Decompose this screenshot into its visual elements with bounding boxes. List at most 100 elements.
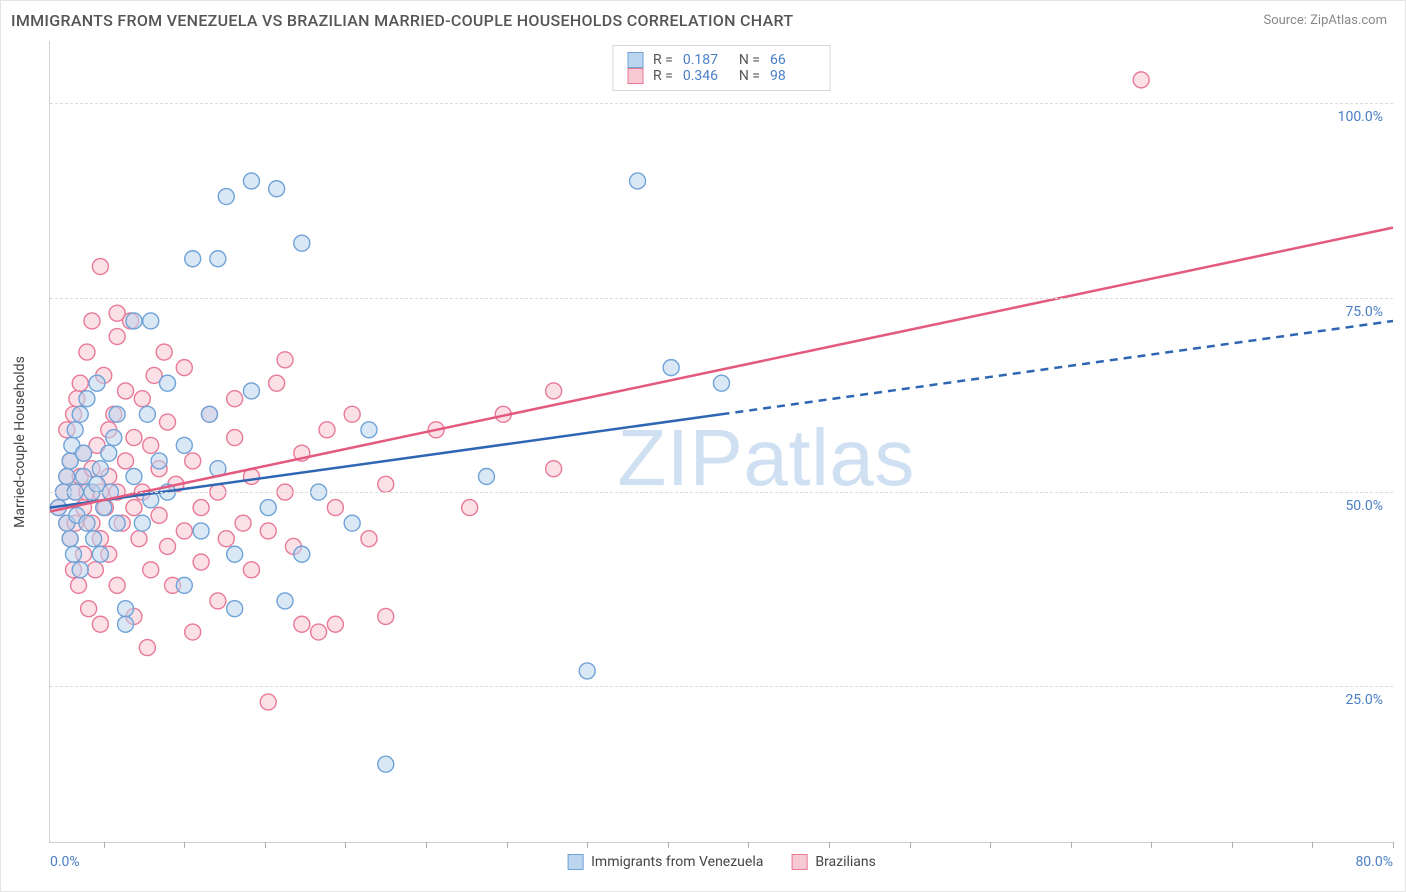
legend-item-label: Immigrants from Venezuela xyxy=(591,854,763,870)
scatter-point xyxy=(176,577,192,593)
scatter-point xyxy=(101,445,117,461)
scatter-point xyxy=(118,383,134,399)
scatter-point xyxy=(126,313,142,329)
legend-swatch-icon xyxy=(627,52,643,68)
chart-source: Source: ZipAtlas.com xyxy=(1263,13,1387,28)
scatter-point xyxy=(92,461,108,477)
y-tick-label: 75.0% xyxy=(1345,304,1383,320)
x-tick xyxy=(184,842,185,848)
scatter-point xyxy=(185,251,201,267)
scatter-point xyxy=(327,500,343,516)
scatter-point xyxy=(139,640,155,656)
scatter-point xyxy=(579,663,595,679)
scatter-point xyxy=(81,601,97,617)
scatter-point xyxy=(269,375,285,391)
scatter-point xyxy=(243,562,259,578)
x-tick xyxy=(587,842,588,848)
chart-title: IMMIGRANTS FROM VENEZUELA VS BRAZILIAN M… xyxy=(11,11,793,30)
scatter-point xyxy=(92,546,108,562)
scatter-point xyxy=(294,546,310,562)
trend-line-dashed xyxy=(722,321,1394,414)
legend-stats-row: R =0.187N =66 xyxy=(627,52,816,68)
legend-bottom: Immigrants from Venezuela Brazilians xyxy=(567,854,876,870)
scatter-point xyxy=(109,515,125,531)
scatter-point xyxy=(118,453,134,469)
scatter-point xyxy=(294,235,310,251)
scatter-point xyxy=(361,422,377,438)
x-tick xyxy=(1232,842,1233,848)
scatter-point xyxy=(151,453,167,469)
chart-container: IMMIGRANTS FROM VENEZUELA VS BRAZILIAN M… xyxy=(0,0,1406,892)
x-tick xyxy=(1312,842,1313,848)
x-tick xyxy=(265,842,266,848)
scatter-point xyxy=(546,461,562,477)
gridline xyxy=(50,686,1393,687)
scatter-point xyxy=(210,251,226,267)
scatter-point xyxy=(277,352,293,368)
scatter-point xyxy=(118,616,134,632)
scatter-point xyxy=(462,500,478,516)
legend-r-value: 0.346 xyxy=(683,68,729,84)
scatter-point xyxy=(109,406,125,422)
legend-r-label: R = xyxy=(653,68,673,84)
scatter-point xyxy=(378,608,394,624)
scatter-point xyxy=(76,445,92,461)
scatter-point xyxy=(243,383,259,399)
scatter-point xyxy=(118,601,134,617)
scatter-point xyxy=(131,531,147,547)
scatter-point xyxy=(218,531,234,547)
scatter-point xyxy=(92,259,108,275)
x-tick xyxy=(507,842,508,848)
plot-area: Married-couple Households ZIPatlas R =0.… xyxy=(49,41,1393,843)
y-tick-label: 50.0% xyxy=(1345,498,1383,514)
legend-r-label: R = xyxy=(653,52,673,68)
scatter-point xyxy=(176,437,192,453)
scatter-point xyxy=(327,616,343,632)
scatter-point xyxy=(227,430,243,446)
trend-line-solid xyxy=(50,228,1393,512)
scatter-point xyxy=(66,546,82,562)
x-tick xyxy=(426,842,427,848)
legend-r-value: 0.187 xyxy=(683,52,729,68)
scatter-point xyxy=(126,430,142,446)
scatter-point xyxy=(160,414,176,430)
legend-swatch-icon xyxy=(791,854,807,870)
scatter-point xyxy=(185,624,201,640)
scatter-point xyxy=(71,577,87,593)
scatter-point xyxy=(59,468,75,484)
scatter-point xyxy=(79,344,95,360)
y-axis-label: Married-couple Households xyxy=(12,356,28,528)
legend-stats-row: R =0.346N =98 xyxy=(627,68,816,84)
scatter-point xyxy=(62,531,78,547)
chart-header: IMMIGRANTS FROM VENEZUELA VS BRAZILIAN M… xyxy=(1,1,1405,36)
scatter-point xyxy=(260,500,276,516)
scatter-point xyxy=(227,546,243,562)
scatter-point xyxy=(79,515,95,531)
legend-n-value: 66 xyxy=(770,52,816,68)
scatter-point xyxy=(143,437,159,453)
x-tick xyxy=(104,842,105,848)
scatter-point xyxy=(79,391,95,407)
legend-item-label: Brazilians xyxy=(815,854,876,870)
scatter-point xyxy=(106,430,122,446)
scatter-point xyxy=(139,406,155,422)
scatter-point xyxy=(193,523,209,539)
scatter-point xyxy=(378,756,394,772)
x-tick xyxy=(345,842,346,848)
scatter-point xyxy=(210,593,226,609)
scatter-point xyxy=(344,406,360,422)
scatter-point xyxy=(227,601,243,617)
x-tick xyxy=(1393,842,1394,848)
scatter-point xyxy=(72,375,88,391)
scatter-point xyxy=(72,406,88,422)
legend-item: Immigrants from Venezuela xyxy=(567,854,763,870)
scatter-point xyxy=(126,500,142,516)
scatter-point xyxy=(134,391,150,407)
scatter-point xyxy=(319,422,335,438)
x-tick xyxy=(990,842,991,848)
x-tick xyxy=(829,842,830,848)
scatter-point xyxy=(176,360,192,376)
x-tick xyxy=(1071,842,1072,848)
scatter-point xyxy=(84,313,100,329)
scatter-point xyxy=(143,313,159,329)
